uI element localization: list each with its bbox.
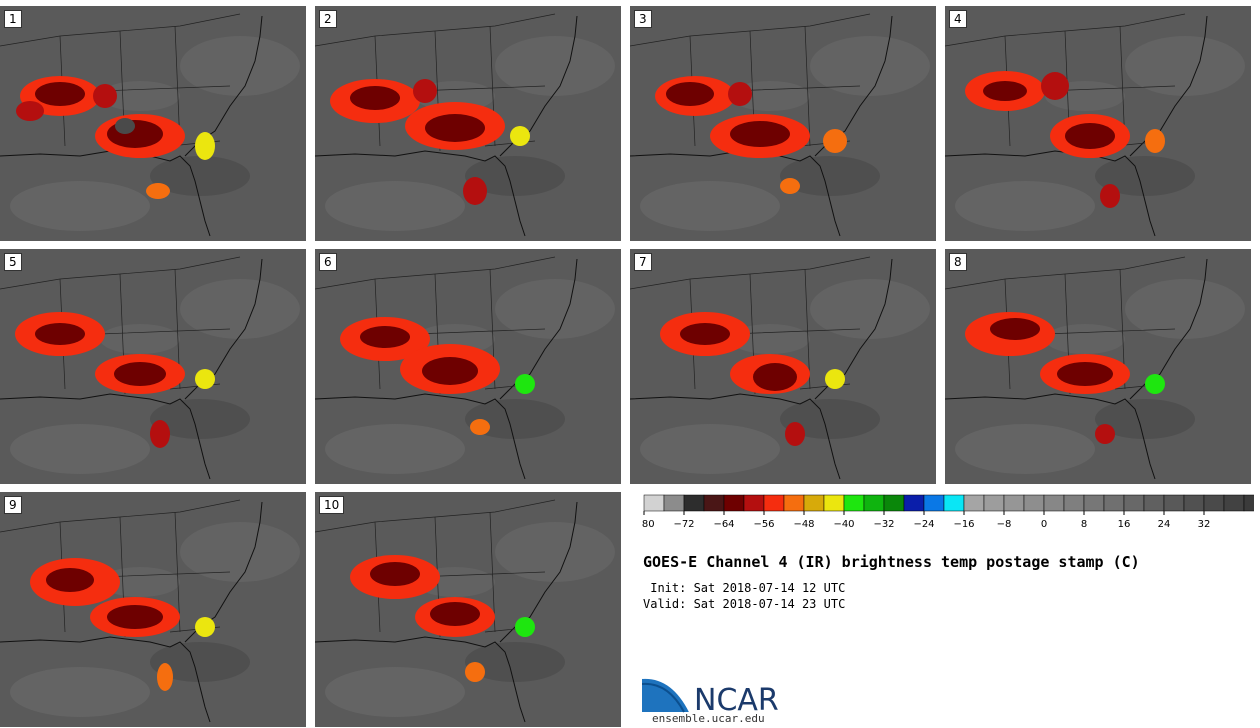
color-swatch: [1003, 494, 1025, 512]
color-swatch: [823, 494, 845, 512]
color-swatch: [923, 494, 945, 512]
color-swatch: [1183, 494, 1205, 512]
colorbar-tick-label: −32: [873, 519, 894, 530]
ir-map: [315, 492, 621, 727]
colorbar-tick-label: 24: [1158, 519, 1171, 530]
map-panel: 2: [315, 6, 621, 241]
color-swatch: [743, 494, 765, 512]
panel-number: 6: [319, 253, 337, 271]
color-swatch: [1143, 494, 1165, 512]
color-swatch: [943, 494, 965, 512]
color-swatch: [1123, 494, 1145, 512]
panel-number: 2: [319, 10, 337, 28]
map-panel: 10: [315, 492, 621, 727]
color-swatch: [1023, 494, 1045, 512]
color-swatch: [983, 494, 1005, 512]
ir-map: [0, 249, 306, 484]
color-swatch: [1043, 494, 1065, 512]
colorbar-tick-label: −8: [997, 519, 1012, 530]
color-swatch: [1163, 494, 1185, 512]
colorbar-tick-label: 0: [1041, 519, 1047, 530]
map-panel: 9: [0, 492, 306, 727]
colorbar-tick-label: 32: [1198, 519, 1211, 530]
colorbar-tick-label: −16: [953, 519, 974, 530]
color-swatch: [1063, 494, 1085, 512]
map-panel: 8: [945, 249, 1251, 484]
color-swatch: [723, 494, 745, 512]
panel-number: 1: [4, 10, 22, 28]
ir-map: [0, 492, 306, 727]
map-panel: 3: [630, 6, 936, 241]
colorbar-tick-label: −80: [642, 519, 655, 530]
valid-time: Valid: Sat 2018-07-14 23 UTC: [643, 597, 846, 611]
colorbar-tick-label: −48: [793, 519, 814, 530]
color-swatch: [683, 494, 705, 512]
color-swatch: [963, 494, 985, 512]
color-swatch: [663, 494, 685, 512]
ir-map: [0, 6, 306, 241]
panel-number: 10: [319, 496, 345, 514]
ir-map: [945, 6, 1251, 241]
panel-number: 7: [634, 253, 652, 271]
colorbar-tick-label: −64: [713, 519, 734, 530]
ir-map: [630, 249, 936, 484]
map-panel: 5: [0, 249, 306, 484]
color-swatch: [703, 494, 725, 512]
map-panel: 4: [945, 6, 1251, 241]
color-swatch: [1083, 494, 1105, 512]
logo-text: NCAR: [694, 683, 779, 714]
color-swatch: [1203, 494, 1225, 512]
map-panel: 6: [315, 249, 621, 484]
ir-map: [945, 249, 1251, 484]
ncar-logo: NCAR: [642, 676, 779, 714]
color-swatch: [843, 494, 865, 512]
panel-number: 3: [634, 10, 652, 28]
colorbar-tick-label: −72: [673, 519, 694, 530]
colorbar-tick-label: −40: [833, 519, 854, 530]
map-panel: 7: [630, 249, 936, 484]
color-swatch: [803, 494, 825, 512]
panel-number: 4: [949, 10, 967, 28]
website-url: ensemble.ucar.edu: [652, 712, 765, 725]
color-swatch: [1103, 494, 1125, 512]
map-panel: 1: [0, 6, 306, 241]
ir-map: [315, 249, 621, 484]
colorbar-tick-label: −56: [753, 519, 774, 530]
panel-number: 5: [4, 253, 22, 271]
color-swatch: [903, 494, 925, 512]
panel-number: 9: [4, 496, 22, 514]
ir-map: [315, 6, 621, 241]
color-swatch: [1243, 494, 1254, 512]
colorbar-tick-label: −24: [913, 519, 934, 530]
colorbar-tick-label: 8: [1081, 519, 1087, 530]
color-swatch: [863, 494, 885, 512]
color-swatch: [783, 494, 805, 512]
color-swatch: [643, 494, 665, 512]
init-time: Init: Sat 2018-07-14 12 UTC: [643, 581, 846, 595]
color-swatch: [883, 494, 905, 512]
color-swatch: [1223, 494, 1245, 512]
color-swatch: [763, 494, 785, 512]
ir-map: [630, 6, 936, 241]
figure-title: GOES-E Channel 4 (IR) brightness temp po…: [643, 553, 1140, 571]
colorbar-tick-label: 16: [1118, 519, 1131, 530]
panel-number: 8: [949, 253, 967, 271]
